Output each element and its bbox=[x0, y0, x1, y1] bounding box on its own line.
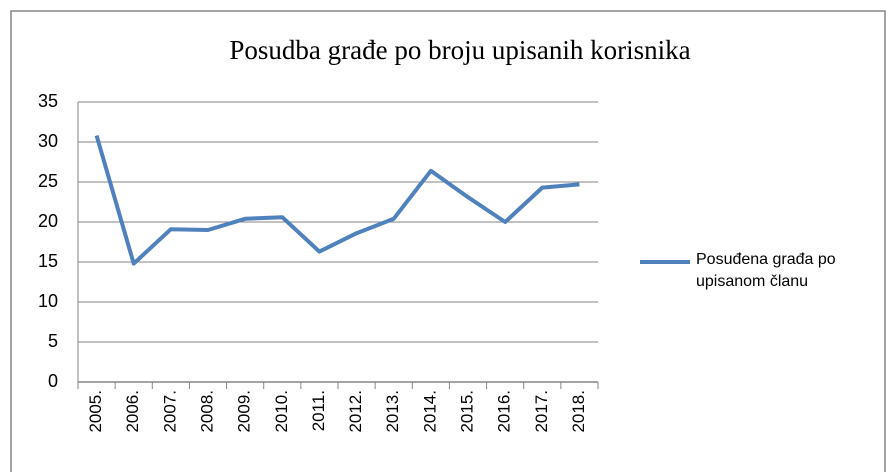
x-tick-label: 2006. bbox=[123, 390, 142, 433]
y-tick-label: 15 bbox=[38, 251, 58, 271]
y-tick-label: 35 bbox=[38, 91, 58, 111]
x-tick-label: 2014. bbox=[420, 390, 439, 433]
y-tick-label: 5 bbox=[48, 331, 58, 351]
x-tick-label: 2015. bbox=[457, 390, 476, 433]
y-tick-label: 10 bbox=[38, 291, 58, 311]
x-tick-label: 2008. bbox=[197, 390, 216, 433]
chart-title: Posudba građe po broju upisanih korisnik… bbox=[229, 35, 690, 65]
y-tick-label: 0 bbox=[48, 371, 58, 391]
x-tick-label: 2007. bbox=[160, 390, 179, 433]
x-tick-label: 2011. bbox=[309, 390, 328, 431]
x-tick-label: 2017. bbox=[532, 390, 551, 433]
y-tick-label: 20 bbox=[38, 211, 58, 231]
x-tick-label: 2012. bbox=[346, 390, 365, 433]
series-line bbox=[94, 135, 580, 266]
x-tick-label: 2009. bbox=[235, 390, 254, 433]
y-tick-label: 25 bbox=[38, 171, 58, 191]
x-tick-label: 2005. bbox=[86, 390, 105, 433]
y-tick-label: 30 bbox=[38, 131, 58, 151]
x-tick-label: 2018. bbox=[569, 390, 588, 433]
x-tick-label: 2016. bbox=[495, 390, 514, 433]
x-tick-label: 2013. bbox=[383, 390, 402, 433]
legend-label: Posuđena građa po upisanom članu bbox=[696, 251, 836, 290]
x-tick-label: 2010. bbox=[272, 390, 291, 433]
